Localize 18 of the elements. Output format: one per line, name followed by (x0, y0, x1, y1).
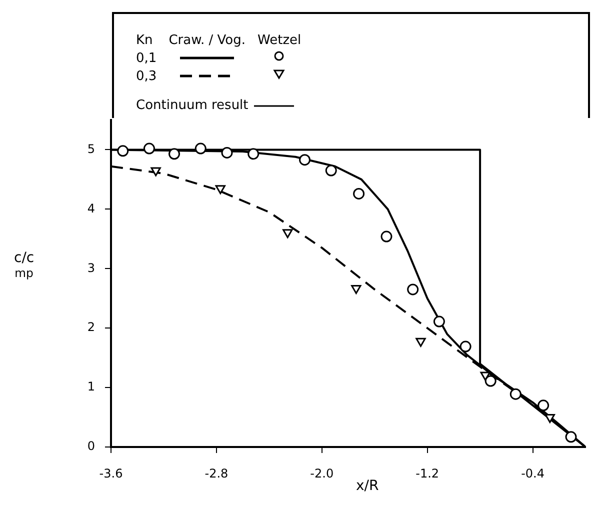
legend-label: Continuum result (136, 98, 248, 113)
x-axis-title: x/R (356, 478, 379, 494)
legend-title: Kn (136, 32, 154, 50)
x-tick-label: -2.8 (204, 466, 228, 480)
text: Craw. / Vog. (168, 32, 247, 50)
x-tick-label: -1.2 (416, 466, 440, 480)
x-tick-label: -2.0 (310, 466, 334, 480)
legend-label: 0,1 (136, 50, 158, 68)
y-tick-label: 3 (87, 260, 95, 275)
text: Wetzel (258, 32, 302, 50)
y-tick-label: 2 (87, 320, 95, 334)
y-tick-label: 5 (87, 142, 95, 156)
x-tick-label: -3.6 (99, 466, 123, 480)
x-tick-label: -0.4 (521, 466, 544, 480)
y-tick-label: 1 (87, 380, 95, 394)
legend-label: 0,3 (136, 68, 158, 86)
y-tick-label: 0 (87, 439, 95, 454)
y-tick-label: 4 (87, 201, 95, 216)
